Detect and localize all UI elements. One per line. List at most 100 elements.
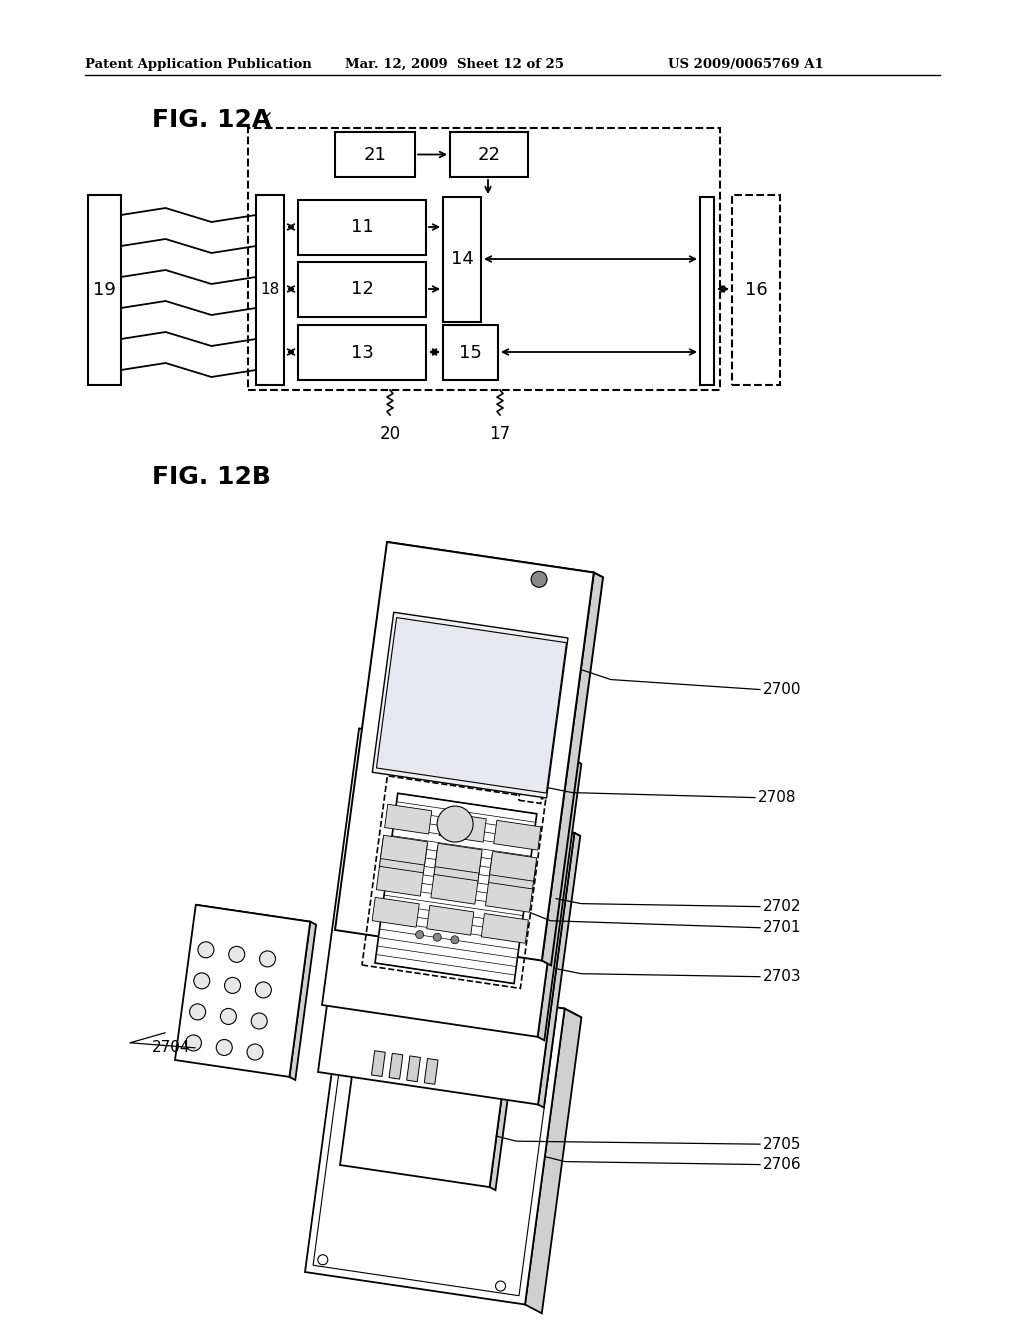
Polygon shape (485, 883, 532, 912)
Polygon shape (481, 913, 528, 944)
Polygon shape (488, 854, 537, 890)
Circle shape (255, 982, 271, 998)
Polygon shape (538, 760, 582, 1040)
Text: 2706: 2706 (763, 1158, 802, 1172)
Text: 14: 14 (451, 251, 473, 268)
Polygon shape (359, 729, 582, 764)
Polygon shape (373, 612, 568, 799)
Text: 2709: 2709 (388, 935, 426, 950)
Polygon shape (542, 573, 603, 965)
Polygon shape (424, 1059, 438, 1084)
Polygon shape (393, 1055, 426, 1073)
Circle shape (259, 950, 275, 968)
Polygon shape (353, 1063, 509, 1088)
Circle shape (189, 1005, 206, 1020)
Text: Patent Application Publication: Patent Application Publication (85, 58, 311, 71)
Bar (248, 128, 720, 389)
Bar (298, 261, 426, 317)
Polygon shape (377, 618, 566, 793)
Circle shape (198, 942, 214, 958)
Circle shape (416, 931, 424, 939)
Polygon shape (385, 804, 432, 834)
Polygon shape (489, 851, 537, 882)
Circle shape (528, 1034, 539, 1044)
Polygon shape (175, 904, 310, 1077)
Polygon shape (525, 1008, 582, 1313)
Polygon shape (447, 884, 477, 912)
Polygon shape (490, 920, 530, 964)
Polygon shape (441, 913, 490, 958)
Polygon shape (538, 833, 581, 1107)
Polygon shape (354, 800, 581, 836)
Bar (443, 325, 498, 380)
Text: 2705: 2705 (763, 1137, 802, 1151)
Polygon shape (489, 1085, 509, 1191)
Text: 2700: 2700 (763, 682, 802, 697)
Polygon shape (345, 977, 582, 1018)
Polygon shape (335, 543, 594, 961)
Circle shape (433, 933, 441, 941)
Circle shape (351, 1007, 360, 1018)
Bar (700, 197, 714, 385)
Polygon shape (434, 846, 481, 882)
Text: FIG. 12B: FIG. 12B (152, 465, 271, 488)
Bar (335, 132, 415, 177)
Text: 2702: 2702 (763, 899, 802, 915)
Circle shape (224, 977, 241, 994)
Text: 2703: 2703 (763, 969, 802, 985)
Polygon shape (372, 1051, 385, 1077)
Polygon shape (318, 800, 574, 1105)
Polygon shape (381, 836, 428, 865)
Text: 20: 20 (380, 425, 400, 444)
Circle shape (437, 807, 473, 842)
Polygon shape (389, 1053, 402, 1080)
Text: 2701: 2701 (763, 920, 802, 936)
Text: 13: 13 (350, 343, 374, 362)
Bar (298, 201, 426, 255)
Polygon shape (407, 1056, 421, 1081)
Circle shape (451, 936, 459, 944)
Polygon shape (305, 977, 564, 1304)
Circle shape (531, 572, 547, 587)
Bar (450, 132, 528, 177)
Polygon shape (379, 838, 427, 874)
Circle shape (194, 973, 210, 989)
Circle shape (220, 1008, 237, 1024)
Polygon shape (427, 906, 474, 935)
Polygon shape (387, 543, 603, 577)
Polygon shape (322, 729, 574, 1036)
Polygon shape (435, 843, 482, 873)
Polygon shape (519, 777, 544, 804)
Bar (732, 195, 780, 385)
Text: 2704: 2704 (152, 1040, 190, 1055)
Text: 19: 19 (93, 281, 116, 300)
Circle shape (216, 1039, 232, 1056)
Text: 22: 22 (477, 145, 501, 164)
Circle shape (496, 1280, 506, 1291)
Polygon shape (290, 921, 316, 1080)
Text: 11: 11 (350, 219, 374, 236)
Circle shape (247, 1044, 263, 1060)
Polygon shape (494, 820, 541, 850)
Polygon shape (376, 866, 424, 896)
Text: 21: 21 (364, 145, 386, 164)
Text: 18: 18 (260, 282, 280, 297)
Polygon shape (372, 898, 419, 927)
Polygon shape (431, 874, 478, 904)
Bar (256, 195, 284, 385)
Polygon shape (340, 1063, 503, 1187)
Text: 12: 12 (350, 281, 374, 298)
Text: 16: 16 (744, 281, 767, 300)
Polygon shape (196, 904, 316, 925)
Circle shape (317, 1255, 328, 1265)
Polygon shape (478, 888, 504, 916)
Text: FIG. 12A: FIG. 12A (152, 108, 271, 132)
Polygon shape (548, 756, 574, 766)
Text: Mar. 12, 2009  Sheet 12 of 25: Mar. 12, 2009 Sheet 12 of 25 (345, 58, 564, 71)
Circle shape (251, 1012, 267, 1030)
Bar (443, 197, 481, 322)
Text: US 2009/0065769 A1: US 2009/0065769 A1 (668, 58, 823, 71)
Bar (88, 195, 121, 385)
Circle shape (228, 946, 245, 962)
Text: 15: 15 (459, 343, 482, 362)
